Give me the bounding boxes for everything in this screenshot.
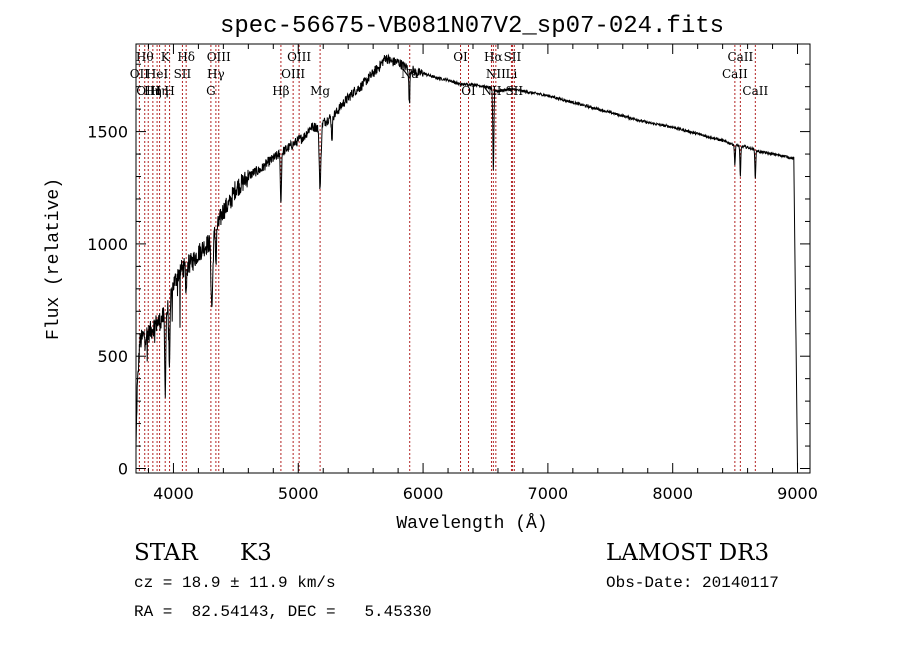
y-tick-label: 0	[118, 460, 128, 479]
object-subclass: K3	[240, 540, 272, 566]
line-marker-label: Hθ	[136, 50, 154, 64]
line-marker-label: OI	[453, 50, 468, 64]
line-marker-label: Hη	[144, 84, 162, 98]
y-axis-label: Flux (relative)	[44, 178, 64, 340]
axis-tick-labels: 4000 5000 6000 7000 8000 9000 0 500 1000 1500	[87, 123, 818, 503]
redshift-value: cz = 18.9 ± 11.9 km/s	[134, 574, 336, 592]
plot-frame	[135, 43, 811, 474]
spectral-line-markers	[138, 45, 756, 472]
chart-title: spec-56675-VB081N07V2_sp07-024.fits	[220, 13, 724, 40]
object-class: STAR	[134, 540, 198, 566]
line-marker-label: NII	[486, 67, 506, 81]
line-marker-label: Hα	[484, 50, 503, 64]
axis-ticks	[136, 44, 810, 473]
line-marker-label: OIII	[136, 84, 160, 98]
obs-date: Obs-Date: 20140117	[606, 574, 779, 592]
y-tick-label: 500	[97, 347, 128, 366]
line-marker-label: CaII	[742, 84, 768, 98]
line-marker-label: CaII	[727, 50, 753, 64]
spectrum-chart: spec-56675-VB081N07V2_sp07-024.fits OIIH…	[44, 13, 818, 534]
line-marker-label: Li	[506, 67, 518, 81]
spectral-line-labels: OIIHθOIIIHηHeIHηKHSIIHδGHγOIIIHβOIIIOIII…	[130, 50, 769, 98]
line-marker-label: Hγ	[207, 67, 225, 81]
line-marker-label: Mg	[310, 84, 330, 98]
line-marker-label: SII	[505, 84, 523, 98]
coordinates: RA = 82.54143, DEC = 5.45330	[134, 603, 432, 621]
line-marker-label: OIII	[207, 50, 231, 64]
x-tick-label: 9000	[777, 484, 818, 503]
line-marker-label: SII	[174, 67, 192, 81]
line-marker-label: OI	[461, 84, 476, 98]
line-marker-label: OIII	[287, 50, 311, 64]
line-marker-label: K	[161, 50, 171, 64]
x-tick-label: 8000	[652, 484, 693, 503]
x-tick-label: 4000	[153, 484, 194, 503]
line-marker-label: G	[206, 84, 216, 98]
line-marker-label: HeI	[146, 67, 169, 81]
line-marker-label: OII	[130, 67, 150, 81]
line-marker-label: CaII	[722, 67, 748, 81]
y-tick-label: 1500	[87, 123, 128, 142]
line-marker-label: OIII	[281, 67, 305, 81]
line-marker-label: Hη	[151, 84, 169, 98]
line-marker-label: Hβ	[272, 84, 289, 98]
x-tick-label: 7000	[528, 484, 569, 503]
line-marker-label: Hδ	[177, 50, 195, 64]
line-marker-label: SII	[504, 50, 522, 64]
spectrum-line	[135, 53, 798, 469]
survey-name: LAMOST DR3	[606, 540, 770, 566]
x-axis-label: Wavelength (Å)	[396, 513, 547, 534]
x-tick-label: 6000	[403, 484, 444, 503]
x-tick-label: 5000	[278, 484, 319, 503]
line-marker-label: H	[164, 84, 174, 98]
y-tick-label: 1000	[87, 235, 128, 254]
